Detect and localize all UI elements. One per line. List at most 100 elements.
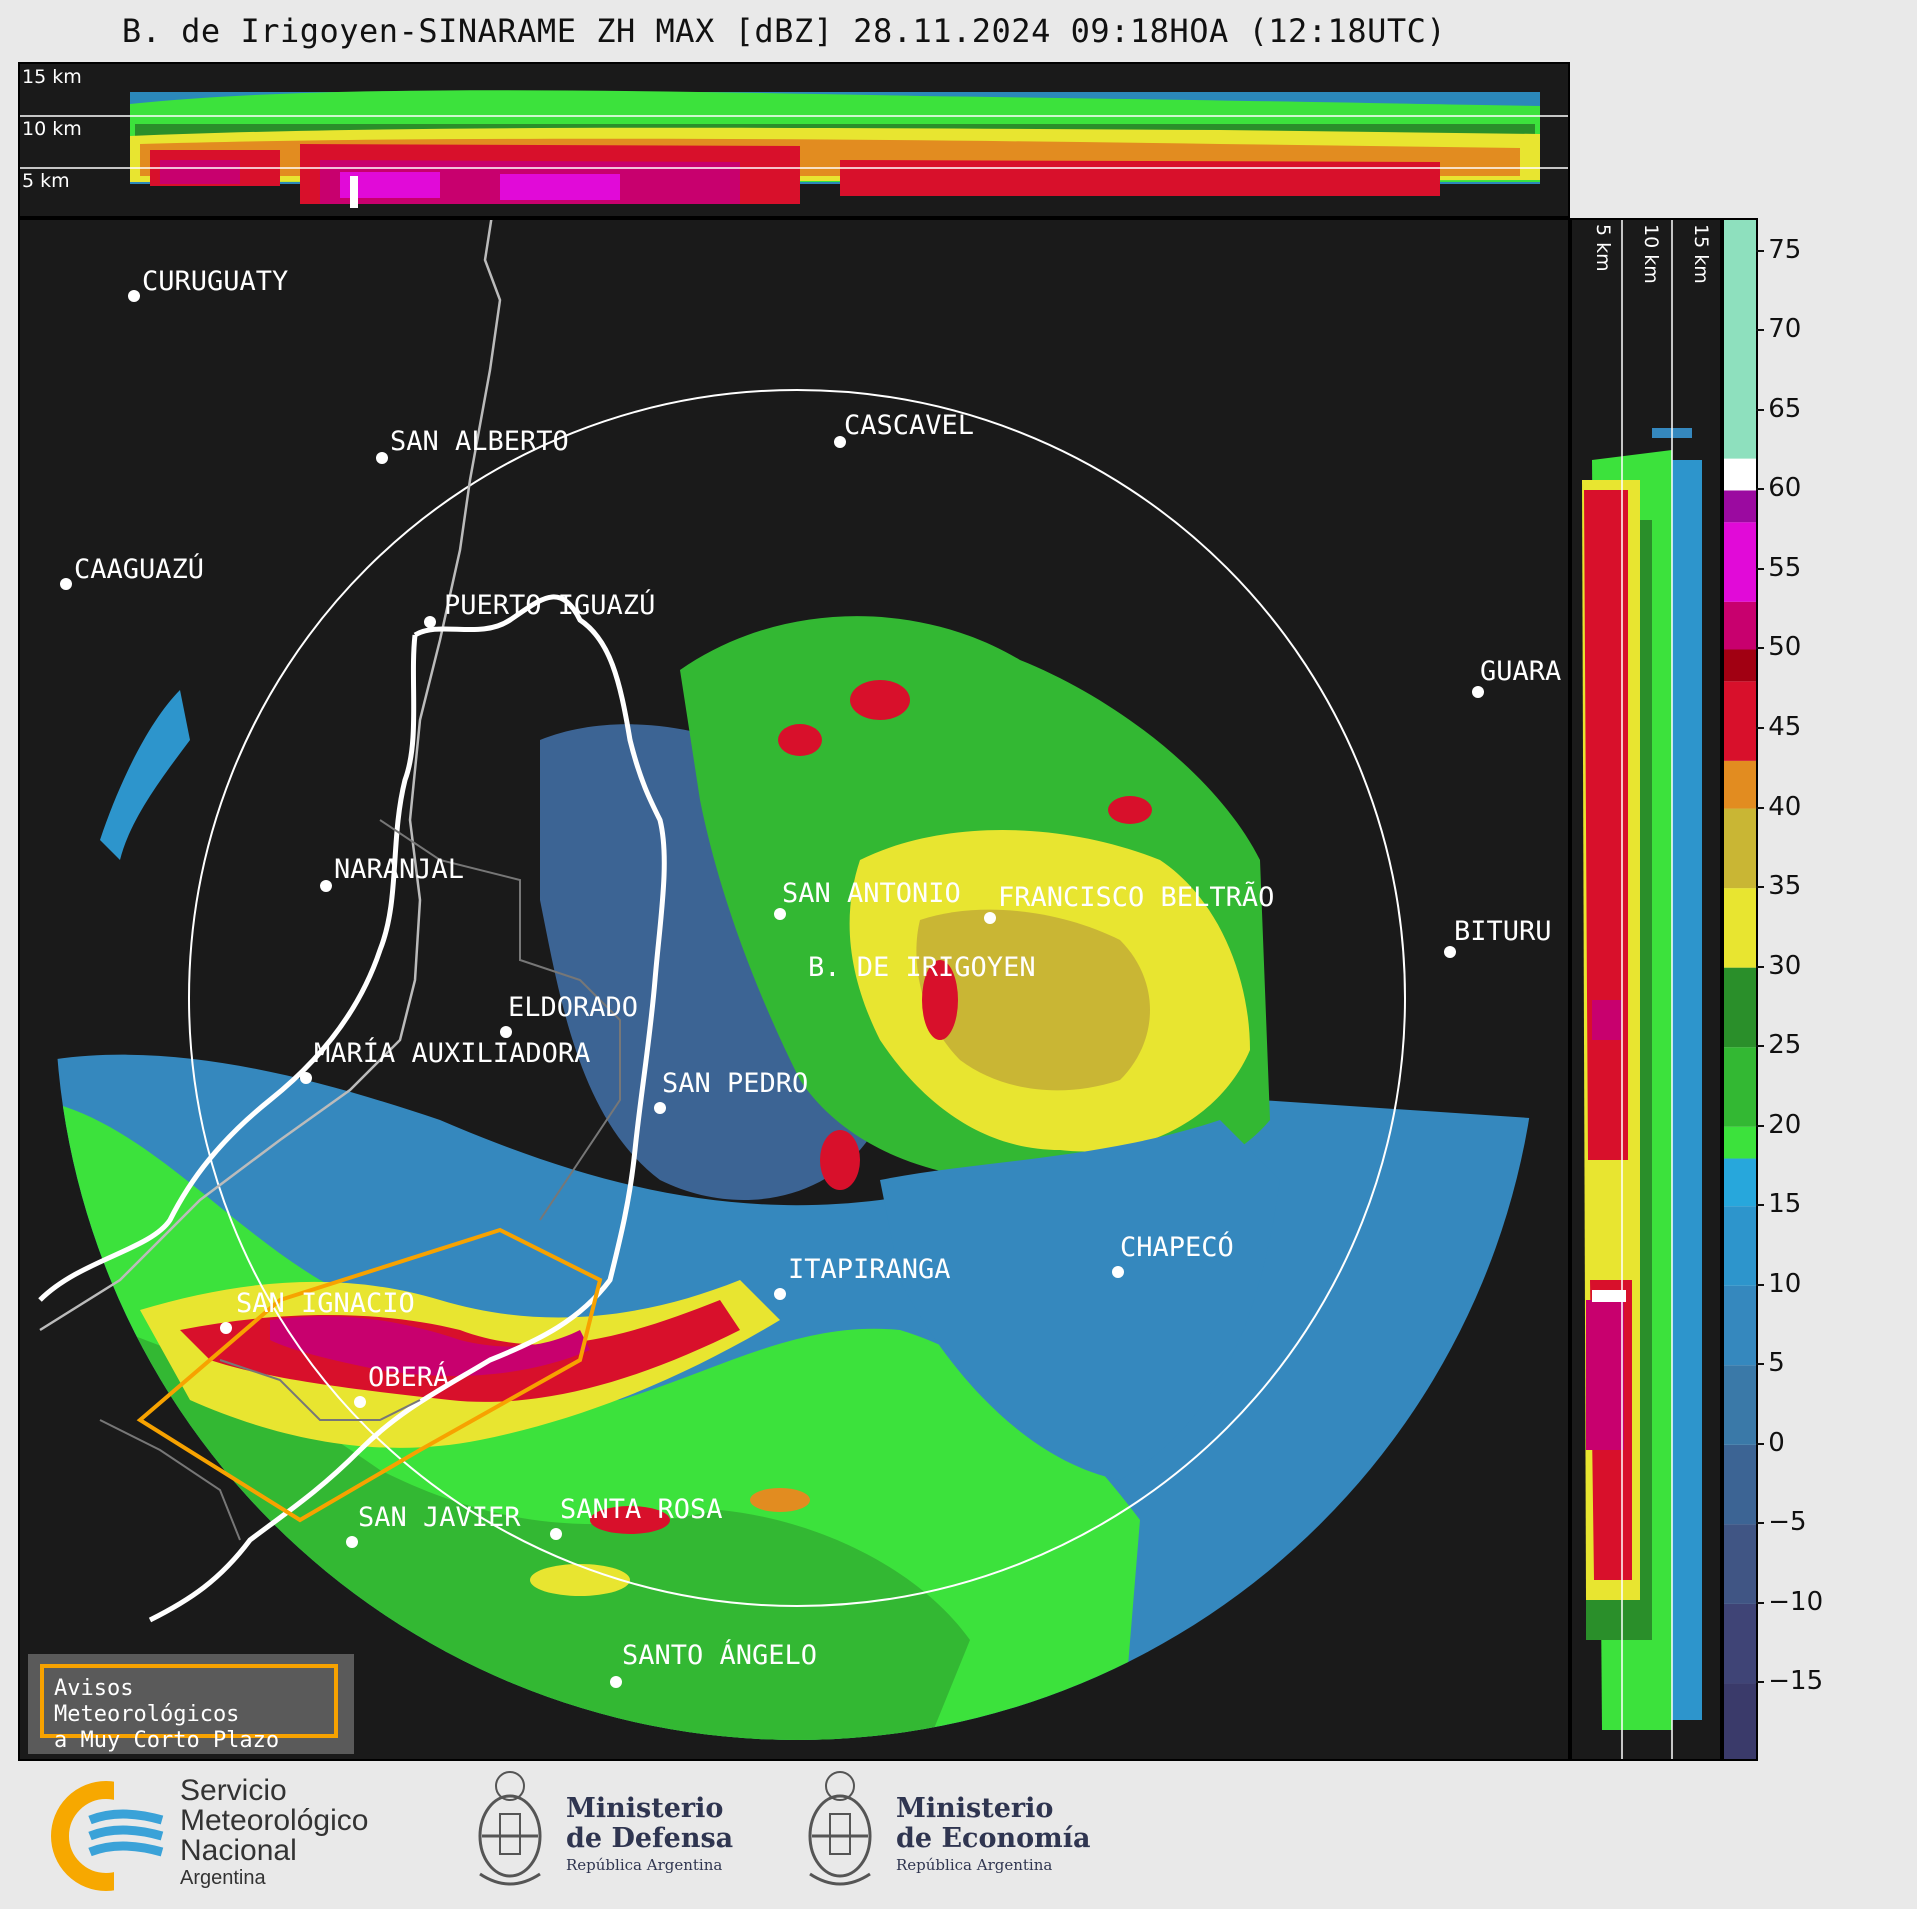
colorbar-segment	[1724, 967, 1756, 1048]
colorbar-tick-label: 15	[1755, 1189, 1802, 1220]
colorbar-tick-label: 30	[1755, 950, 1802, 981]
colorbar-segment	[1724, 1365, 1756, 1445]
colorbar-tick-label: 25	[1755, 1030, 1802, 1061]
range-ring	[188, 389, 1406, 1607]
top-label-15km: 15 km	[22, 66, 82, 88]
colorbar-tick-label: −10	[1755, 1586, 1824, 1617]
colorbar-segment	[1724, 1683, 1756, 1759]
top-label-10km: 10 km	[22, 118, 82, 140]
top-echo-white	[350, 176, 358, 208]
colorbar-segment	[1724, 1206, 1756, 1286]
city-label: SAN IGNACIO	[236, 1288, 415, 1319]
city-label: CAAGUAZÚ	[74, 554, 205, 585]
echo-cell-s2	[750, 1488, 810, 1512]
top-label-5km: 5 km	[22, 170, 70, 192]
colorbar-segment	[1724, 808, 1756, 889]
warning-legend: Avisos Meteorológicos a Muy Corto Plazo	[28, 1654, 354, 1754]
side-label-15km: 15 km	[1690, 224, 1712, 284]
side-label-5km: 5 km	[1592, 224, 1614, 272]
echo-cell-ne2	[850, 680, 910, 720]
colorbar-tick-label: 10	[1755, 1268, 1802, 1299]
top-cross-section-panel: 15 km 10 km 5 km	[18, 62, 1570, 218]
echo-cell-s1	[590, 1506, 670, 1534]
colorbar-tick-label: 5	[1756, 1348, 1785, 1379]
colorbar-tick-label: 35	[1755, 871, 1802, 902]
river-border-white	[38, 594, 667, 1623]
colorbar-segment	[1724, 888, 1756, 968]
city-label: PUERTO IGUAZÚ	[444, 590, 656, 621]
colorbar-segment	[1724, 1158, 1756, 1207]
country-border-gray	[39, 220, 502, 1332]
top-echo-pink	[340, 172, 620, 200]
radar-map-panel: CURUGUATY SAN ALBERTO CASCAVEL CAAGUAZÚ …	[18, 218, 1570, 1761]
city-label: B. DE IRIGOYEN	[808, 952, 1036, 983]
city-label: ITAPIRANGA	[788, 1254, 951, 1285]
city-label: SAN ALBERTO	[390, 426, 569, 457]
colorbar-tick-label: −15	[1755, 1666, 1824, 1697]
page-title: B. de Irigoyen-SINARAME ZH MAX [dBZ] 28.…	[121, 12, 1447, 50]
colorbar-tick-label: 65	[1755, 393, 1802, 424]
echo-nw-strip	[100, 690, 190, 860]
colorbar-tick-label: 50	[1755, 632, 1802, 663]
colorbar-segment	[1724, 522, 1756, 602]
colorbar-segment	[1724, 1285, 1756, 1366]
echo-ne-orange	[916, 909, 1150, 1091]
city-label: FRANCISCO BELTRÃO	[998, 882, 1275, 913]
side-echo-magenta	[1586, 1000, 1624, 1450]
city-label: SAN ANTONIO	[782, 878, 961, 909]
colorbar-segment	[1724, 220, 1756, 459]
city-label: SAN JAVIER	[358, 1502, 521, 1533]
city-label: MARÍA AUXILIADORA	[314, 1038, 591, 1069]
smn-logo-icon	[51, 1780, 170, 1892]
side-label-10km: 10 km	[1640, 224, 1662, 284]
colorbar-tick-label: 55	[1755, 552, 1802, 583]
colorbar-segment	[1724, 1524, 1756, 1604]
echo-cell-ne5	[820, 1130, 860, 1190]
echo-cell-ne4	[1108, 796, 1152, 824]
city-label: GUARA	[1480, 656, 1562, 687]
coat-of-arms-economia-icon	[808, 1771, 872, 1886]
colorbar-segment	[1724, 1126, 1756, 1159]
colorbar-tick-label: 75	[1755, 234, 1802, 265]
warning-legend-line1: Avisos Meteorológicos	[54, 1676, 240, 1727]
radar-echoes	[55, 616, 1539, 1740]
smn-text: Servicio Meteorológico Nacional Argentin…	[180, 1774, 369, 1890]
city-label: CHAPECÓ	[1120, 1232, 1234, 1263]
colorbar-tick-label: 70	[1755, 314, 1802, 345]
colorbar-tick-label: 60	[1755, 473, 1802, 504]
city-label: ELDORADO	[508, 992, 639, 1023]
echo-cell-s3	[530, 1564, 630, 1596]
city-label: SANTA ROSA	[560, 1494, 723, 1525]
colorbar-segment	[1724, 649, 1756, 682]
warning-legend-line2: a Muy Corto Plazo	[54, 1728, 280, 1753]
city-label: SAN PEDRO	[662, 1068, 809, 1099]
economia-text: Ministerio de Economía República Argenti…	[896, 1793, 1091, 1875]
side-cross-section-panel: 5 km 10 km 15 km	[1570, 218, 1722, 1761]
city-label: OBERÁ	[368, 1362, 450, 1393]
city-label: SANTO ÁNGELO	[622, 1640, 818, 1671]
echo-cell-ne3	[778, 724, 822, 756]
defensa-text: Ministerio de Defensa República Argentin…	[566, 1793, 734, 1875]
colorbar-segment	[1724, 601, 1756, 650]
echo-east-blue	[880, 1120, 1280, 1480]
colorbar-segment	[1724, 458, 1756, 491]
footer: Servicio Meteorológico Nacional Argentin…	[0, 1762, 1917, 1909]
colorbar-segment	[1724, 1444, 1756, 1525]
city-label: CURUGUATY	[142, 266, 289, 297]
city-label: NARANJAL	[334, 854, 465, 885]
colorbar-segment	[1724, 681, 1756, 761]
dbz-colorbar	[1722, 218, 1758, 1761]
side-echo-white	[1592, 1290, 1626, 1302]
province-borders-gray	[99, 819, 621, 1541]
warning-polygon	[136, 1227, 603, 1523]
colorbar-segment	[1724, 1603, 1756, 1684]
colorbar-segment	[1724, 1047, 1756, 1127]
colorbar-tick-label: 45	[1755, 712, 1802, 743]
echo-cell-ne1	[922, 960, 958, 1040]
colorbar-tick-label: 20	[1755, 1109, 1802, 1140]
colorbar-tick-label: 0	[1756, 1427, 1785, 1458]
coat-of-arms-defensa-icon	[478, 1771, 542, 1886]
colorbar-segment	[1724, 490, 1756, 523]
city-label: CASCAVEL	[844, 410, 975, 441]
colorbar-segment	[1724, 760, 1756, 809]
